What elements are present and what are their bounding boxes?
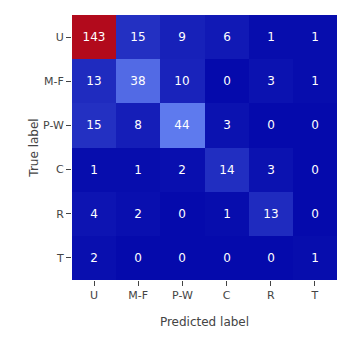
svg-text:44: 44 bbox=[174, 118, 189, 132]
svg-text:0: 0 bbox=[311, 118, 319, 132]
svg-text:143: 143 bbox=[83, 30, 106, 44]
svg-text:U: U bbox=[56, 31, 64, 44]
svg-text:38: 38 bbox=[130, 74, 145, 88]
svg-text:P-W: P-W bbox=[172, 289, 193, 302]
svg-text:True label: True label bbox=[27, 118, 41, 177]
svg-text:3: 3 bbox=[267, 74, 275, 88]
svg-text:1: 1 bbox=[90, 163, 98, 177]
svg-text:0: 0 bbox=[223, 251, 231, 265]
svg-text:4: 4 bbox=[90, 207, 98, 221]
svg-text:1: 1 bbox=[267, 30, 275, 44]
svg-text:13: 13 bbox=[86, 74, 101, 88]
svg-text:U: U bbox=[90, 289, 98, 302]
svg-text:10: 10 bbox=[174, 74, 189, 88]
svg-text:3: 3 bbox=[223, 118, 231, 132]
svg-text:0: 0 bbox=[267, 118, 275, 132]
svg-text:1: 1 bbox=[223, 207, 231, 221]
svg-text:M-F: M-F bbox=[44, 75, 64, 88]
svg-text:0: 0 bbox=[178, 207, 186, 221]
svg-text:R: R bbox=[267, 289, 275, 302]
svg-text:1: 1 bbox=[311, 74, 319, 88]
svg-text:0: 0 bbox=[178, 251, 186, 265]
svg-text:1: 1 bbox=[311, 251, 319, 265]
svg-text:R: R bbox=[56, 208, 64, 221]
svg-text:0: 0 bbox=[311, 207, 319, 221]
svg-text:0: 0 bbox=[223, 74, 231, 88]
svg-text:0: 0 bbox=[267, 251, 275, 265]
svg-text:T: T bbox=[56, 252, 64, 265]
svg-text:0: 0 bbox=[134, 251, 142, 265]
svg-text:6: 6 bbox=[223, 30, 231, 44]
svg-text:2: 2 bbox=[90, 251, 98, 265]
svg-text:0: 0 bbox=[311, 163, 319, 177]
svg-text:C: C bbox=[56, 163, 64, 176]
svg-text:Predicted label: Predicted label bbox=[160, 315, 249, 329]
svg-text:C: C bbox=[223, 289, 231, 302]
svg-text:1: 1 bbox=[134, 163, 142, 177]
svg-text:M-F: M-F bbox=[128, 289, 148, 302]
svg-text:8: 8 bbox=[134, 118, 142, 132]
svg-text:2: 2 bbox=[134, 207, 142, 221]
svg-text:2: 2 bbox=[178, 163, 186, 177]
svg-text:3: 3 bbox=[267, 163, 275, 177]
svg-text:14: 14 bbox=[219, 163, 234, 177]
svg-text:T: T bbox=[311, 289, 319, 302]
svg-text:15: 15 bbox=[130, 30, 145, 44]
svg-text:9: 9 bbox=[178, 30, 186, 44]
svg-text:15: 15 bbox=[86, 118, 101, 132]
svg-text:13: 13 bbox=[263, 207, 278, 221]
svg-text:1: 1 bbox=[311, 30, 319, 44]
svg-text:P-W: P-W bbox=[43, 119, 64, 132]
